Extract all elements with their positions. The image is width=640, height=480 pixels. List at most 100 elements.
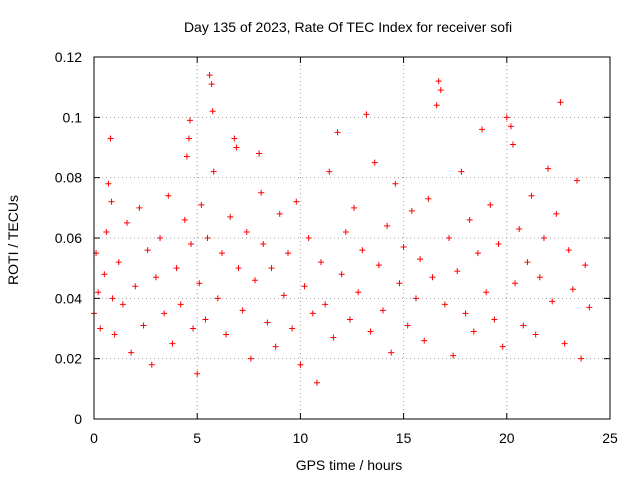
data-point <box>346 316 353 323</box>
data-point <box>280 292 287 299</box>
data-point <box>256 150 263 157</box>
data-point <box>487 201 494 208</box>
data-point <box>301 283 308 290</box>
data-point <box>152 274 159 281</box>
data-point <box>209 108 216 115</box>
data-point <box>466 216 473 223</box>
chart-title: Day 135 of 2023, Rate Of TEC Index for r… <box>184 19 512 35</box>
grid-lines <box>94 57 610 419</box>
data-point <box>260 241 267 248</box>
data-point <box>425 195 432 202</box>
data-point <box>532 331 539 338</box>
data-point <box>371 159 378 166</box>
data-point <box>181 216 188 223</box>
data-point <box>557 99 564 106</box>
data-point <box>297 361 304 368</box>
plot-frame <box>93 56 611 420</box>
x-tick-label: 25 <box>602 430 618 446</box>
data-point <box>111 331 118 338</box>
data-point <box>412 295 419 302</box>
x-tick-label: 10 <box>293 430 309 446</box>
data-point <box>103 228 110 235</box>
data-point <box>223 331 230 338</box>
data-point <box>561 340 568 347</box>
data-point <box>293 198 300 205</box>
data-points <box>91 72 593 386</box>
data-point <box>157 235 164 241</box>
data-point <box>404 322 411 329</box>
data-point <box>204 235 211 241</box>
data-point <box>105 180 112 187</box>
data-point <box>351 204 358 211</box>
x-tick-label: 5 <box>193 430 201 446</box>
data-point <box>305 235 312 241</box>
data-point <box>483 289 490 296</box>
data-point <box>392 180 399 187</box>
data-point <box>330 334 337 341</box>
data-point <box>441 301 448 308</box>
data-point <box>161 310 168 317</box>
data-point <box>446 235 453 241</box>
data-point <box>109 295 116 302</box>
data-point <box>247 355 254 362</box>
data-point <box>433 102 440 109</box>
y-tick-label: 0.08 <box>55 170 82 186</box>
data-point <box>186 117 193 124</box>
axis-ticks: 0 5 10 15 20 25 0 0.02 0.04 0.06 0.08 0.1 0.12 <box>55 49 618 446</box>
data-point <box>408 207 415 214</box>
data-point <box>119 301 126 308</box>
data-point <box>338 271 345 278</box>
data-point <box>208 81 215 88</box>
data-point <box>210 168 217 175</box>
data-point <box>495 241 502 248</box>
y-tick-label: 0.12 <box>55 49 82 65</box>
data-point <box>470 328 477 335</box>
data-point <box>520 322 527 329</box>
data-point <box>177 301 184 308</box>
y-tick-label: 0.06 <box>55 230 82 246</box>
data-point <box>524 259 531 266</box>
data-point <box>437 87 444 94</box>
data-point <box>540 235 547 241</box>
y-tick-label: 0.1 <box>63 109 83 125</box>
data-point <box>313 379 320 386</box>
data-point <box>326 168 333 175</box>
data-point <box>536 274 543 281</box>
data-point <box>582 262 589 269</box>
data-point <box>462 310 469 317</box>
data-point <box>258 189 265 196</box>
data-point <box>132 283 139 290</box>
data-point <box>429 274 436 281</box>
data-point <box>417 256 424 263</box>
data-point <box>124 219 131 226</box>
data-point <box>144 247 151 254</box>
data-point <box>108 198 115 205</box>
data-point <box>450 352 457 359</box>
data-point <box>289 325 296 332</box>
x-axis-label: GPS time / hours <box>296 457 403 473</box>
data-point <box>318 259 325 266</box>
data-point <box>586 304 593 311</box>
data-point <box>578 355 585 362</box>
data-point <box>421 337 428 344</box>
data-point <box>479 126 486 133</box>
data-point <box>251 277 258 284</box>
data-point <box>206 72 213 79</box>
data-point <box>233 144 240 151</box>
data-point <box>235 265 242 272</box>
data-point <box>359 247 366 254</box>
data-point <box>322 301 329 308</box>
y-tick-label: 0.04 <box>55 290 82 306</box>
data-point <box>128 349 135 356</box>
data-point <box>188 241 195 248</box>
data-point <box>196 280 203 287</box>
data-point <box>545 165 552 172</box>
data-point <box>268 265 275 272</box>
data-point <box>396 280 403 287</box>
data-point <box>272 343 279 350</box>
data-point <box>458 168 465 175</box>
data-point <box>528 192 535 199</box>
data-point <box>573 177 580 184</box>
data-point <box>214 295 221 302</box>
